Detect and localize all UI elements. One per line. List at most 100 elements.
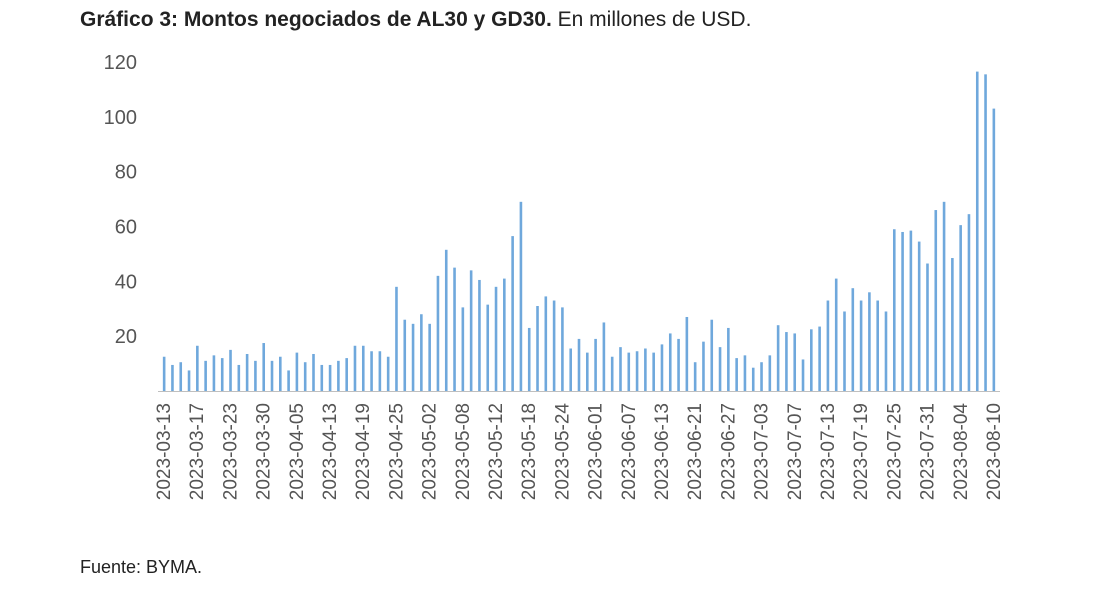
bar bbox=[834, 278, 838, 391]
bar bbox=[245, 353, 249, 391]
bar bbox=[810, 329, 813, 391]
y-tick-label: 120 bbox=[104, 52, 137, 74]
bar bbox=[162, 356, 166, 391]
bar bbox=[287, 370, 290, 391]
bar bbox=[328, 364, 332, 391]
x-tick-label: 2023-06-07 bbox=[619, 403, 640, 500]
bar bbox=[361, 345, 365, 391]
bar bbox=[735, 358, 738, 391]
x-tick-label: 2023-04-19 bbox=[353, 403, 374, 500]
bar bbox=[594, 338, 597, 391]
bar bbox=[420, 314, 423, 391]
x-tick-label: 2023-07-13 bbox=[818, 403, 839, 500]
x-tick-label: 2023-06-13 bbox=[652, 403, 673, 500]
bar bbox=[768, 355, 772, 391]
x-tick-label: 2023-07-31 bbox=[918, 403, 939, 500]
bar bbox=[627, 352, 631, 391]
chart-title: Gráfico 3: Montos negociados de AL30 y G… bbox=[80, 8, 751, 32]
y-tick-label: 20 bbox=[115, 326, 137, 348]
bar bbox=[262, 343, 266, 391]
x-tick-label: 2023-04-05 bbox=[287, 403, 308, 500]
x-tick-label: 2023-04-13 bbox=[320, 403, 341, 500]
bar bbox=[411, 323, 415, 391]
bar bbox=[527, 327, 531, 391]
x-tick-label: 2023-03-17 bbox=[187, 403, 208, 500]
bar bbox=[926, 263, 929, 391]
bar bbox=[710, 319, 714, 391]
chart-title-units: En millones de USD. bbox=[551, 8, 752, 31]
bar bbox=[229, 349, 232, 392]
bar bbox=[303, 362, 307, 391]
bar bbox=[909, 230, 913, 391]
bar bbox=[237, 364, 241, 391]
bar bbox=[876, 300, 879, 391]
bar bbox=[660, 344, 664, 391]
source-note: Fuente: BYMA. bbox=[80, 557, 203, 577]
x-tick-label: 2023-05-18 bbox=[519, 403, 540, 500]
bar bbox=[196, 345, 199, 391]
bar bbox=[312, 353, 315, 391]
bar bbox=[776, 325, 780, 391]
bar bbox=[685, 316, 689, 392]
bar bbox=[859, 300, 863, 391]
x-tick-label: 2023-07-25 bbox=[884, 403, 905, 500]
bar bbox=[503, 278, 506, 391]
bar bbox=[992, 108, 996, 392]
bar bbox=[975, 71, 979, 391]
x-axis: 2023-03-13 2023-03-17 2023-03-23 2023-03-30… bbox=[154, 403, 1005, 501]
bar-series bbox=[162, 71, 996, 392]
bar bbox=[552, 300, 556, 391]
y-tick-label: 40 bbox=[115, 271, 137, 293]
x-tick-label: 2023-05-24 bbox=[552, 403, 573, 501]
x-tick-label: 2023-06-27 bbox=[718, 403, 739, 500]
bar bbox=[569, 348, 572, 391]
x-tick-label: 2023-08-10 bbox=[984, 403, 1005, 500]
bar bbox=[428, 323, 431, 391]
y-tick-label: 80 bbox=[115, 162, 137, 184]
bar bbox=[760, 362, 763, 391]
bar bbox=[353, 345, 357, 391]
bar bbox=[254, 360, 257, 391]
bar bbox=[187, 370, 191, 391]
y-axis: 20 40 60 80 100 120 bbox=[104, 52, 137, 348]
bar bbox=[901, 231, 904, 391]
bar bbox=[727, 327, 730, 391]
bar bbox=[793, 333, 797, 392]
bar bbox=[179, 362, 183, 391]
bar bbox=[378, 351, 382, 391]
bar bbox=[345, 358, 348, 391]
bar bbox=[934, 210, 938, 391]
x-tick-label: 2023-04-25 bbox=[386, 403, 407, 500]
x-tick-label: 2023-08-04 bbox=[951, 403, 972, 501]
x-tick-label: 2023-03-13 bbox=[154, 403, 175, 500]
x-tick-label: 2023-05-02 bbox=[420, 403, 441, 500]
bar bbox=[486, 304, 490, 391]
bar bbox=[461, 307, 465, 391]
bar bbox=[561, 307, 564, 391]
bar bbox=[826, 300, 830, 391]
bar bbox=[718, 347, 722, 391]
y-tick-label: 60 bbox=[115, 217, 137, 239]
bar bbox=[453, 267, 456, 392]
bar bbox=[386, 356, 390, 391]
bar bbox=[868, 292, 871, 391]
bar bbox=[403, 319, 407, 391]
bar bbox=[295, 352, 299, 391]
bar bbox=[395, 286, 398, 391]
x-tick-label: 2023-03-23 bbox=[220, 403, 241, 500]
bar bbox=[818, 326, 821, 391]
bar bbox=[668, 333, 672, 392]
x-tick-label: 2023-05-12 bbox=[486, 403, 507, 500]
x-tick-label: 2023-06-21 bbox=[685, 403, 706, 500]
bar bbox=[279, 356, 282, 391]
bar bbox=[693, 362, 697, 391]
bar bbox=[511, 236, 514, 391]
bar bbox=[337, 360, 340, 391]
bar bbox=[743, 355, 747, 391]
x-tick-label: 2023-07-07 bbox=[785, 403, 806, 500]
bar bbox=[619, 347, 622, 391]
bar bbox=[320, 364, 324, 391]
bar bbox=[644, 348, 647, 391]
bar bbox=[478, 279, 481, 391]
bar bbox=[469, 270, 473, 391]
